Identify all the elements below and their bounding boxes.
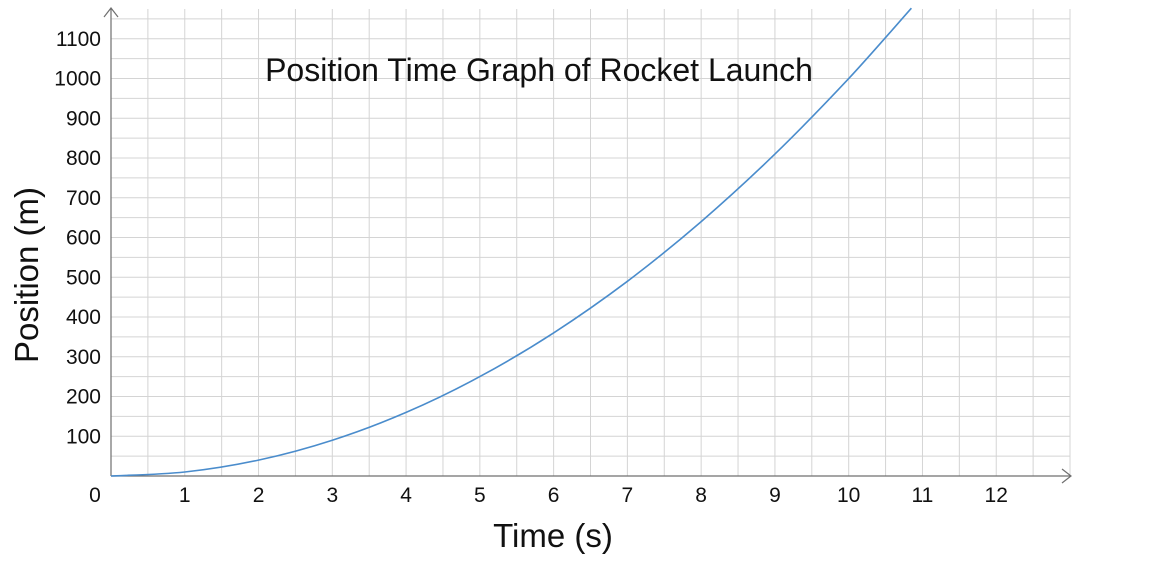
x-tick-label: 6 xyxy=(548,484,560,507)
y-tick-label: 900 xyxy=(66,107,101,130)
x-tick-label: 12 xyxy=(985,484,1008,507)
x-tick-label: 3 xyxy=(326,484,338,507)
x-tick-labels: 1 2 3 4 5 6 7 8 9 10 11 12 xyxy=(179,484,1008,507)
x-axis-title: Time (s) xyxy=(493,517,613,554)
y-tick-label: 500 xyxy=(66,266,101,289)
x-tick-label: 7 xyxy=(622,484,634,507)
y-axis-arrow xyxy=(103,7,119,18)
x-tick-label: 5 xyxy=(474,484,486,507)
y-tick-label: 1000 xyxy=(54,68,101,91)
position-curve xyxy=(110,7,912,477)
y-tick-label: 1100 xyxy=(56,28,101,51)
chart-title: Position Time Graph of Rocket Launch xyxy=(265,52,813,88)
x-axis-arrow xyxy=(1061,468,1072,484)
y-tick-label: 600 xyxy=(66,227,101,250)
x-tick-label: 11 xyxy=(912,484,934,507)
axes xyxy=(103,7,1072,484)
grid xyxy=(111,9,1071,476)
y-tick-label: 800 xyxy=(66,147,101,170)
x-tick-label: 2 xyxy=(253,484,265,507)
origin-label: 0 xyxy=(89,484,101,507)
x-tick-label: 4 xyxy=(400,484,412,507)
y-tick-label: 100 xyxy=(66,425,101,448)
y-tick-labels: 100 200 300 400 500 600 700 800 900 1000 1100 xyxy=(54,28,101,448)
y-tick-label: 300 xyxy=(66,346,101,369)
y-axis-title: Position (m) xyxy=(8,187,45,363)
y-tick-label: 700 xyxy=(66,187,101,210)
x-tick-label: 10 xyxy=(837,484,860,507)
x-tick-label: 1 xyxy=(179,484,191,507)
y-tick-label: 200 xyxy=(66,386,101,409)
x-tick-label: 9 xyxy=(769,484,781,507)
x-tick-label: 8 xyxy=(695,484,707,507)
y-tick-label: 400 xyxy=(66,306,101,329)
